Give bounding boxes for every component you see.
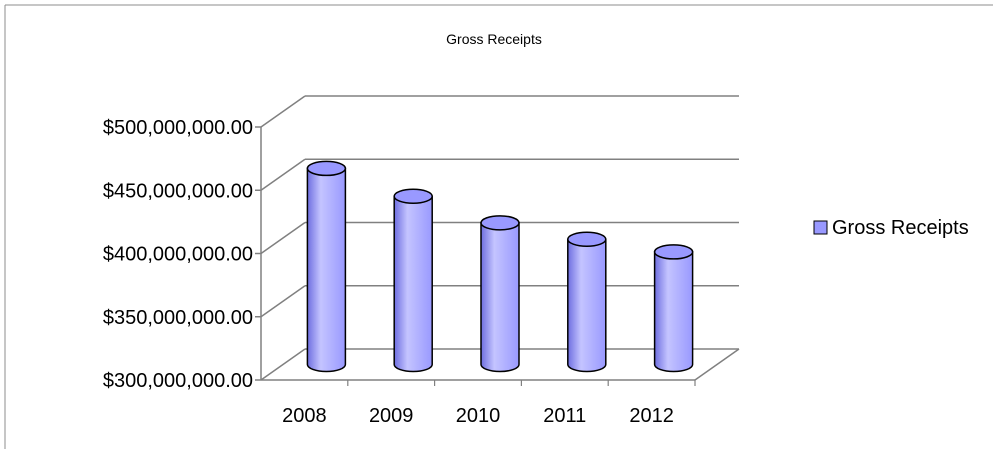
legend: Gross Receipts — [813, 217, 969, 239]
bar-2012 — [653, 244, 694, 373]
legend-label: Gross Receipts — [832, 217, 969, 239]
y-tick-label: $350,000,000.00 — [103, 307, 253, 329]
y-axis-ticks: $300,000,000.00 $350,000,000.00 $400,000,0… — [103, 117, 261, 392]
y-tick-label: $300,000,000.00 — [103, 370, 253, 392]
x-tick-label: 2009 — [369, 405, 414, 427]
x-tick-label: 2011 — [543, 405, 586, 427]
y-tick-label: $400,000,000.00 — [103, 244, 253, 266]
bar-2010 — [480, 215, 520, 373]
x-tick-label: 2010 — [456, 405, 501, 427]
y-tick-label: $450,000,000.00 — [103, 180, 253, 202]
gridline-side — [260, 221, 306, 255]
gridline-side — [260, 285, 306, 318]
bar-2009 — [393, 188, 433, 373]
bars — [306, 160, 694, 373]
bar-2008 — [306, 160, 347, 373]
x-axis-ticks: 2008 2009 2010 2011 2012 — [282, 380, 696, 427]
gridline-side — [260, 348, 306, 381]
y-tick-label: $500,000,000.00 — [103, 117, 253, 139]
x-tick-label: 2008 — [282, 405, 327, 427]
gridline-side — [260, 158, 306, 191]
gridline-side — [260, 95, 306, 128]
x-tick-label: 2012 — [629, 405, 674, 427]
chart-title: Gross Receipts — [446, 31, 542, 47]
gridlines — [260, 95, 739, 381]
bar-2011 — [567, 231, 607, 373]
legend-swatch — [813, 220, 828, 235]
